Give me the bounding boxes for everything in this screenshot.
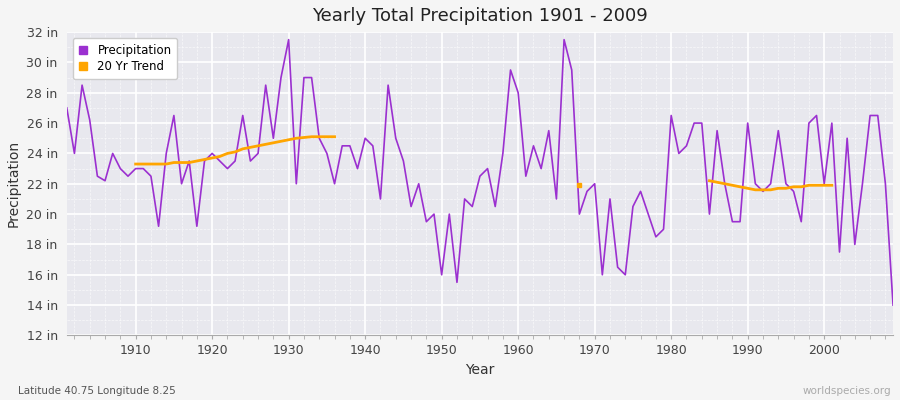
20 Yr Trend [192,159,202,164]
Precipitation [122,174,133,178]
20 Yr Trend [168,160,179,165]
Line: Precipitation: Precipitation [67,40,893,305]
X-axis label: Year: Year [465,363,495,377]
Precipitation [612,265,623,270]
20 Yr Trend [291,136,302,141]
Legend: Precipitation, 20 Yr Trend: Precipitation, 20 Yr Trend [73,38,177,79]
Precipitation [284,37,294,42]
20 Yr Trend [199,157,210,162]
Precipitation [345,144,356,148]
Precipitation [513,90,524,95]
20 Yr Trend [176,160,187,165]
20 Yr Trend [161,162,172,166]
20 Yr Trend [245,145,256,150]
20 Yr Trend [321,134,332,139]
20 Yr Trend [207,156,218,160]
20 Yr Trend [306,134,317,139]
20 Yr Trend [299,135,310,140]
Text: Latitude 40.75 Longitude 8.25: Latitude 40.75 Longitude 8.25 [18,386,176,396]
Precipitation [299,75,310,80]
20 Yr Trend [146,162,157,166]
20 Yr Trend [253,144,264,148]
Precipitation [887,303,898,308]
Line: 20 Yr Trend: 20 Yr Trend [136,137,335,164]
20 Yr Trend [230,150,240,154]
20 Yr Trend [260,142,271,147]
Title: Yearly Total Precipitation 1901 - 2009: Yearly Total Precipitation 1901 - 2009 [312,7,648,25]
20 Yr Trend [238,146,248,151]
20 Yr Trend [130,162,141,166]
Text: worldspecies.org: worldspecies.org [803,386,891,396]
Precipitation [61,106,72,110]
20 Yr Trend [275,139,286,144]
20 Yr Trend [184,160,194,165]
20 Yr Trend [314,134,325,139]
20 Yr Trend [153,162,164,166]
20 Yr Trend [138,162,148,166]
Precipitation [520,174,531,178]
20 Yr Trend [214,154,225,159]
20 Yr Trend [284,137,294,142]
Y-axis label: Precipitation: Precipitation [7,140,21,227]
20 Yr Trend [329,134,340,139]
20 Yr Trend [222,151,233,156]
20 Yr Trend [268,140,279,145]
